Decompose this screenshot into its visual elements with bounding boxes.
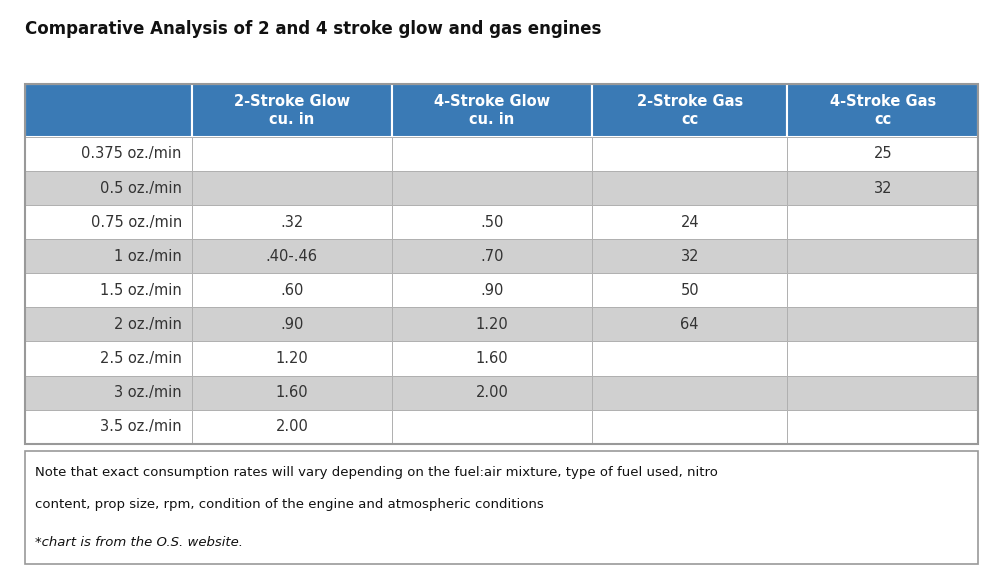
Text: .32: .32 xyxy=(280,215,303,230)
Bar xyxy=(392,171,592,205)
Bar xyxy=(787,171,978,205)
Text: 1.60: 1.60 xyxy=(276,385,308,400)
Bar xyxy=(787,375,978,409)
Text: .40-.46: .40-.46 xyxy=(266,249,318,264)
Text: 0.5 oz./min: 0.5 oz./min xyxy=(100,180,182,195)
Text: .90: .90 xyxy=(280,317,304,332)
Bar xyxy=(25,205,192,239)
Bar xyxy=(25,239,192,273)
Text: 2.00: 2.00 xyxy=(275,419,308,434)
Bar xyxy=(192,84,392,137)
Text: 1 oz./min: 1 oz./min xyxy=(114,249,182,264)
Text: 1.5 oz./min: 1.5 oz./min xyxy=(100,283,182,298)
Text: 2.00: 2.00 xyxy=(476,385,508,400)
Bar xyxy=(787,84,978,137)
Text: .50: .50 xyxy=(480,215,504,230)
Bar xyxy=(787,137,978,171)
Bar xyxy=(25,84,978,444)
Bar xyxy=(392,137,592,171)
Bar xyxy=(25,84,192,137)
Bar xyxy=(192,375,392,409)
Bar xyxy=(592,205,787,239)
Text: 4-Stroke Gas
cc: 4-Stroke Gas cc xyxy=(830,94,936,128)
Bar xyxy=(25,137,192,171)
Bar xyxy=(192,307,392,342)
Text: 64: 64 xyxy=(680,317,699,332)
Text: *chart is from the O.S. website.: *chart is from the O.S. website. xyxy=(35,536,243,549)
Text: 3 oz./min: 3 oz./min xyxy=(114,385,182,400)
Bar xyxy=(25,451,978,564)
Bar xyxy=(392,84,592,137)
Text: content, prop size, rpm, condition of the engine and atmospheric conditions: content, prop size, rpm, condition of th… xyxy=(35,498,544,511)
Text: 0.375 oz./min: 0.375 oz./min xyxy=(81,147,182,161)
Text: 1.20: 1.20 xyxy=(476,317,508,332)
Text: 1.60: 1.60 xyxy=(476,351,508,366)
Text: 24: 24 xyxy=(680,215,699,230)
Bar xyxy=(25,171,192,205)
Bar xyxy=(787,409,978,444)
Bar xyxy=(592,273,787,307)
Text: Note that exact consumption rates will vary depending on the fuel:air mixture, t: Note that exact consumption rates will v… xyxy=(35,466,718,479)
Bar xyxy=(192,342,392,375)
Bar xyxy=(392,239,592,273)
Text: 50: 50 xyxy=(680,283,699,298)
Bar xyxy=(592,307,787,342)
Bar xyxy=(192,273,392,307)
Bar xyxy=(592,409,787,444)
Text: 2-Stroke Glow
cu. in: 2-Stroke Glow cu. in xyxy=(234,94,350,128)
Text: .60: .60 xyxy=(280,283,304,298)
Bar xyxy=(25,273,192,307)
Bar xyxy=(192,171,392,205)
Bar xyxy=(25,342,192,375)
Text: 2 oz./min: 2 oz./min xyxy=(114,317,182,332)
Bar xyxy=(392,342,592,375)
Bar xyxy=(592,137,787,171)
Bar xyxy=(787,342,978,375)
Bar xyxy=(192,137,392,171)
Text: .90: .90 xyxy=(480,283,504,298)
Text: .70: .70 xyxy=(480,249,504,264)
Bar xyxy=(592,375,787,409)
Bar xyxy=(787,307,978,342)
Text: 4-Stroke Glow
cu. in: 4-Stroke Glow cu. in xyxy=(434,94,550,128)
Bar xyxy=(787,205,978,239)
Text: 32: 32 xyxy=(680,249,699,264)
Bar xyxy=(392,375,592,409)
Bar xyxy=(392,307,592,342)
Text: 3.5 oz./min: 3.5 oz./min xyxy=(100,419,182,434)
Text: 32: 32 xyxy=(873,180,892,195)
Bar xyxy=(192,409,392,444)
Bar xyxy=(592,342,787,375)
Bar xyxy=(592,84,787,137)
Bar xyxy=(25,409,192,444)
Bar xyxy=(787,273,978,307)
Text: 1.20: 1.20 xyxy=(275,351,308,366)
Text: 0.75 oz./min: 0.75 oz./min xyxy=(91,215,182,230)
Bar xyxy=(392,409,592,444)
Bar xyxy=(392,273,592,307)
Bar xyxy=(392,205,592,239)
Text: 2.5 oz./min: 2.5 oz./min xyxy=(100,351,182,366)
Text: 2-Stroke Gas
cc: 2-Stroke Gas cc xyxy=(637,94,743,128)
Text: Comparative Analysis of 2 and 4 stroke glow and gas engines: Comparative Analysis of 2 and 4 stroke g… xyxy=(25,20,601,38)
Bar xyxy=(192,205,392,239)
Bar xyxy=(592,239,787,273)
Bar xyxy=(25,307,192,342)
Bar xyxy=(787,239,978,273)
Text: 25: 25 xyxy=(873,147,892,161)
Bar xyxy=(192,239,392,273)
Bar xyxy=(25,375,192,409)
Bar xyxy=(592,171,787,205)
